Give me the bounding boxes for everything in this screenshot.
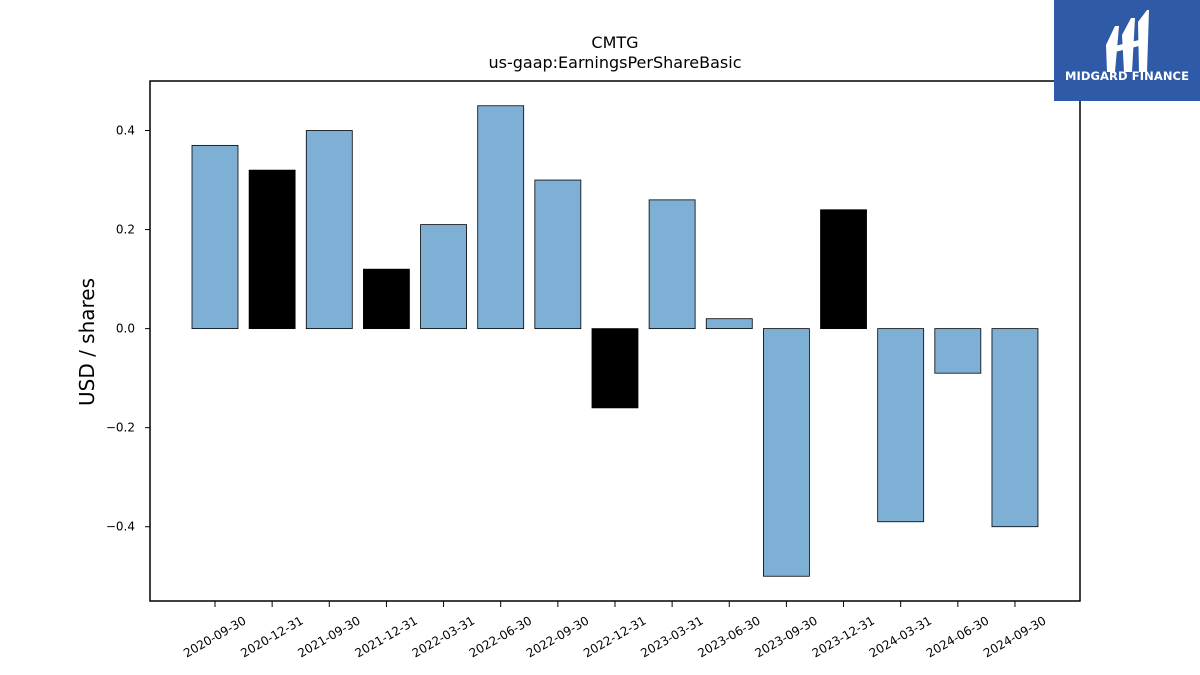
y-axis-ticks: 0.4 0.2 0.0 −0.2 −0.4: [106, 124, 150, 534]
x-tick-label: 2020-09-30: [181, 613, 248, 660]
brand-logo: MIDGARD FINANCE: [1054, 0, 1200, 101]
plot-frame: [149, 80, 1081, 602]
bar-2021-09-30: [305, 130, 353, 330]
y-tick-label: 0.2: [116, 223, 135, 237]
bar-2024-09-30: [991, 328, 1039, 528]
x-tick-label: 2022-06-30: [467, 613, 534, 660]
x-tick-label: 2024-06-30: [924, 613, 991, 660]
bar-2022-09-30: [534, 179, 582, 330]
bar-2023-06-30: [705, 318, 753, 330]
x-tick-label: 2023-03-31: [638, 613, 705, 660]
y-axis-label: USD / shares: [75, 278, 99, 406]
x-tick-label: 2024-09-30: [981, 613, 1048, 660]
chart-title: CMTG: [591, 33, 638, 52]
x-tick-label: 2022-12-31: [581, 613, 648, 660]
bar-2020-09-30: [191, 144, 239, 330]
chart-subtitle: us-gaap:EarningsPerShareBasic: [488, 53, 741, 72]
bar-2022-03-31: [420, 224, 467, 330]
x-tick-label: 2020-12-31: [238, 613, 305, 660]
x-tick-label: 2021-12-31: [353, 613, 420, 660]
x-axis-ticks: 2020-09-302020-12-312021-09-302021-12-31…: [181, 601, 1048, 660]
y-tick-label: 0.0: [116, 322, 135, 336]
x-tick-label: 2022-03-31: [410, 613, 477, 660]
y-tick-label: −0.2: [106, 421, 135, 435]
bar-2023-03-31: [648, 199, 696, 330]
x-tick-label: 2024-03-31: [867, 613, 934, 660]
y-tick-label: 0.4: [116, 124, 135, 138]
bar-2020-12-31: [248, 169, 296, 330]
bar-2023-12-31: [820, 209, 867, 330]
y-tick-label: −0.4: [106, 520, 135, 534]
x-tick-label: 2023-06-30: [695, 613, 762, 660]
bar-2024-06-30: [934, 328, 982, 374]
x-tick-label: 2023-09-30: [752, 613, 819, 660]
bar-series: [191, 105, 1039, 577]
midgard-logo-icon: [1106, 10, 1149, 72]
bar-2024-03-31: [877, 328, 925, 523]
bar-2022-12-31: [591, 328, 639, 409]
x-tick-label: 2021-09-30: [295, 613, 362, 660]
x-tick-label: 2022-09-30: [524, 613, 591, 660]
bar-2021-12-31: [363, 268, 410, 330]
brand-name: MIDGARD FINANCE: [1064, 69, 1190, 83]
bar-2022-06-30: [477, 105, 525, 330]
x-tick-label: 2023-12-31: [810, 613, 877, 660]
bar-2023-09-30: [763, 328, 810, 577]
